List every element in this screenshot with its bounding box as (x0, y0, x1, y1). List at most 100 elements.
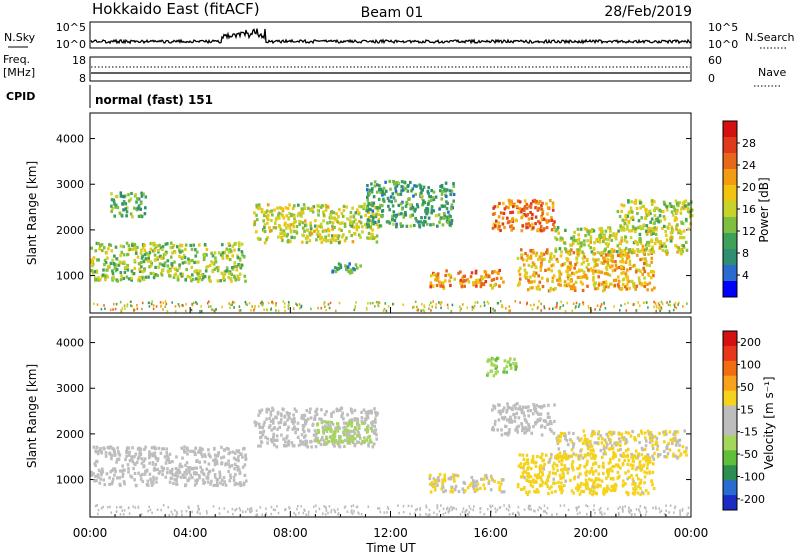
range-gate-cell (630, 251, 634, 255)
range-gate-cell (201, 454, 204, 459)
ground-scatter-cell (127, 506, 130, 510)
ground-scatter-cell (265, 507, 267, 510)
range-gate-cell (599, 448, 603, 453)
range-gate-cell (622, 479, 625, 483)
range-gate-cell (606, 443, 609, 447)
range-gate-cell (593, 241, 596, 245)
range-gate-cell (239, 266, 243, 270)
range-gate-cell (547, 492, 550, 496)
range-gate-cell (190, 279, 193, 283)
range-gate-cell (123, 482, 126, 486)
range-gate-cell (206, 480, 210, 484)
range-gate-cell (637, 226, 640, 230)
velocity-data (90, 356, 690, 517)
range-gate-cell (147, 275, 150, 279)
range-gate-cell (328, 220, 332, 224)
range-gate-cell (492, 222, 496, 226)
ground-scatter-cell (657, 302, 660, 305)
range-gate-cell (476, 279, 480, 283)
range-gate-cell (623, 238, 627, 243)
range-gate-cell (595, 238, 598, 242)
range-gate-cell (197, 276, 201, 280)
range-gate-cell (266, 221, 269, 225)
range-gate-cell (156, 467, 160, 471)
range-gate-cell (103, 483, 107, 487)
range-gate-cell (450, 218, 454, 223)
ground-scatter-cell (466, 508, 468, 512)
range-gate-cell (180, 465, 184, 469)
range-gate-cell (127, 467, 130, 471)
range-gate-cell (442, 204, 446, 208)
range-gate-cell (368, 188, 372, 192)
nsky-tick-top: 10^5 (56, 21, 86, 34)
range-gate-cell (539, 412, 543, 416)
range-gate-cell (484, 271, 488, 275)
ground-scatter-cell (658, 507, 660, 510)
range-gate-cell (314, 435, 318, 439)
range-gate-cell (466, 278, 469, 282)
ground-scatter-cell (503, 504, 505, 507)
range-gate-cell (150, 261, 153, 266)
range-gate-cell (507, 360, 511, 364)
range-gate-cell (351, 240, 355, 244)
range-gate-cell (332, 211, 336, 215)
range-gate-cell (127, 277, 131, 281)
range-gate-cell (209, 279, 212, 283)
range-gate-cell (635, 473, 638, 477)
range-gate-cell (362, 440, 366, 445)
range-gate-cell (388, 221, 392, 225)
range-gate-cell (498, 201, 501, 206)
range-gate-cell (600, 270, 603, 274)
range-gate-cell (299, 439, 302, 443)
range-gate-cell (228, 258, 232, 262)
range-gate-cell (185, 468, 188, 472)
range-gate-cell (230, 266, 234, 270)
ground-scatter-cell (344, 505, 347, 508)
ground-scatter-cell (298, 307, 301, 310)
ground-scatter-cell (322, 512, 324, 515)
range-gate-cell (620, 267, 623, 271)
x-tick-label: 12:00 (373, 526, 408, 540)
ground-scatter-cell (333, 508, 335, 512)
range-gate-cell (545, 453, 548, 457)
range-gate-cell (549, 199, 552, 203)
ground-scatter-cell (351, 512, 354, 515)
ground-scatter-cell (343, 506, 346, 509)
range-gate-cell (378, 184, 381, 188)
range-gate-cell (337, 234, 341, 238)
range-gate-cell (392, 222, 395, 226)
range-gate-cell (503, 359, 507, 363)
range-gate-cell (576, 488, 580, 492)
range-gate-cell (174, 267, 178, 271)
range-gate-cell (399, 222, 402, 226)
range-gate-cell (607, 461, 611, 465)
range-gate-cell (413, 223, 416, 228)
range-gate-cell (523, 414, 526, 418)
ground-scatter-cell (356, 505, 359, 509)
range-gate-cell (133, 242, 137, 247)
range-gate-cell (576, 248, 580, 252)
range-gate-cell (343, 438, 347, 442)
range-gate-cell (609, 229, 612, 233)
range-gate-cell (175, 478, 178, 482)
range-gate-cell (593, 490, 597, 494)
range-gate-cell (653, 435, 657, 439)
range-gate-cell (681, 445, 685, 449)
range-gate-cell (334, 234, 338, 238)
ground-scatter-cell (473, 505, 475, 508)
range-gate-cell (560, 237, 564, 241)
range-gate-cell (292, 215, 296, 219)
range-gate-cell (271, 417, 275, 422)
range-gate-cell (554, 287, 557, 291)
range-gate-cell (350, 411, 354, 415)
range-gate-cell (119, 194, 123, 198)
range-gate-cell (569, 478, 572, 482)
ground-scatter-cell (315, 510, 317, 513)
range-gate-cell (322, 213, 326, 217)
range-gate-cell (556, 228, 559, 232)
range-gate-cell (613, 249, 616, 253)
range-gate-cell (304, 223, 308, 227)
range-gate-cell (300, 207, 304, 211)
range-gate-cell (566, 283, 570, 287)
range-gate-cell (475, 488, 479, 492)
